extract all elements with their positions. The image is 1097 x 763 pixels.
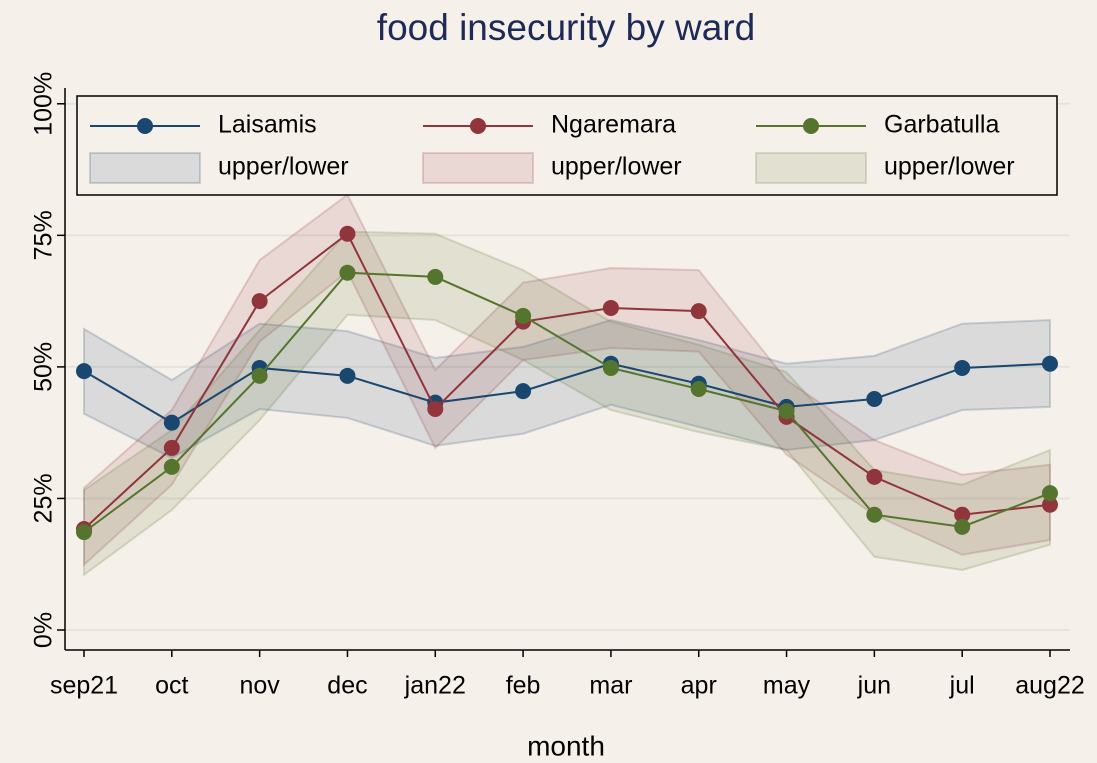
line bbox=[83, 232, 1051, 530]
y-tick-label: 0% bbox=[30, 612, 58, 648]
marker bbox=[866, 468, 883, 485]
marker bbox=[251, 293, 268, 310]
confidence-band bbox=[83, 230, 1051, 577]
legend-marker bbox=[137, 118, 153, 134]
marker bbox=[954, 518, 971, 535]
legend-box bbox=[76, 95, 1058, 196]
marker bbox=[778, 403, 795, 420]
legend-label: Laisamis bbox=[218, 111, 317, 139]
confidence-band bbox=[83, 319, 1051, 460]
marker bbox=[76, 524, 92, 541]
x-axis-label: month bbox=[527, 730, 605, 761]
marker bbox=[602, 299, 619, 316]
marker bbox=[1042, 485, 1058, 502]
legend-label: upper/lower bbox=[551, 153, 682, 181]
legend-label: upper/lower bbox=[884, 153, 1015, 181]
marker bbox=[602, 359, 619, 376]
x-tick-label: jun bbox=[857, 672, 891, 700]
marker bbox=[515, 307, 532, 324]
marker bbox=[866, 506, 883, 523]
legend-label: Ngaremara bbox=[551, 111, 676, 139]
marker bbox=[515, 383, 532, 400]
marker bbox=[339, 225, 356, 242]
marker bbox=[1042, 496, 1058, 513]
legend-band bbox=[422, 152, 534, 184]
x-tick-label: jan22 bbox=[404, 672, 466, 700]
legend-label: upper/lower bbox=[218, 153, 349, 181]
marker bbox=[163, 458, 180, 475]
marker bbox=[427, 400, 444, 417]
x-tick-label: dec bbox=[327, 672, 367, 700]
marker bbox=[954, 359, 971, 376]
x-tick-label: oct bbox=[155, 672, 188, 700]
marker bbox=[427, 268, 444, 285]
marker bbox=[954, 506, 971, 523]
x-tick-label: nov bbox=[239, 672, 280, 700]
marker bbox=[163, 439, 180, 456]
x-tick-label: jul bbox=[949, 672, 975, 700]
marker bbox=[163, 414, 180, 431]
legend-marker bbox=[470, 118, 486, 134]
marker bbox=[339, 264, 356, 281]
x-tick-label: feb bbox=[506, 672, 541, 700]
y-tick-label: 75% bbox=[30, 210, 58, 260]
line bbox=[83, 362, 1051, 424]
marker bbox=[339, 367, 356, 384]
y-tick-label: 50% bbox=[30, 342, 58, 392]
marker bbox=[866, 390, 883, 407]
line bbox=[83, 271, 1051, 533]
y-tick-label: 25% bbox=[30, 473, 58, 523]
chart-title: food insecurity by ward bbox=[377, 7, 755, 48]
x-tick-label: may bbox=[763, 672, 811, 700]
marker bbox=[251, 367, 268, 384]
legend-band bbox=[755, 152, 867, 184]
x-tick-label: sep21 bbox=[50, 672, 118, 700]
x-tick-label: aug22 bbox=[1015, 672, 1085, 700]
marker bbox=[1042, 355, 1058, 372]
marker bbox=[76, 363, 92, 380]
x-tick-label: mar bbox=[589, 672, 632, 700]
marker bbox=[690, 303, 707, 320]
marker bbox=[690, 380, 707, 397]
legend-label: Garbatulla bbox=[884, 111, 999, 139]
legend-band bbox=[89, 152, 201, 184]
y-tick-label: 100% bbox=[30, 72, 58, 136]
x-tick-label: apr bbox=[681, 672, 717, 700]
legend-marker bbox=[803, 118, 819, 134]
